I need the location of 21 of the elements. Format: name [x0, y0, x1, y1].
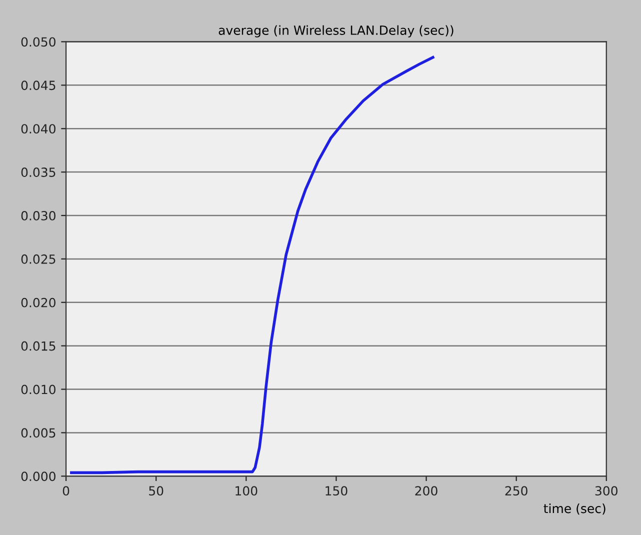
- y-tick-label: 0.005: [21, 428, 56, 438]
- x-tick-label: 100: [236, 486, 258, 496]
- y-tick-label: 0.030: [21, 210, 56, 220]
- y-tick-label: 0.035: [21, 168, 56, 177]
- x-tick-label: 250: [505, 486, 528, 496]
- x-tick-label: 300: [595, 486, 618, 496]
- y-tick-label: 0.050: [21, 37, 56, 47]
- y-tick-label: 0.010: [21, 384, 56, 394]
- x-tick-label: 150: [326, 486, 348, 496]
- y-tick-label: 0.015: [21, 341, 56, 351]
- x-tick-label: 200: [415, 486, 438, 496]
- x-axis-title: time (sec): [544, 504, 606, 515]
- x-tick-label: 50: [149, 486, 164, 496]
- y-tick-label: 0.025: [21, 254, 56, 264]
- x-tick-label: 0: [62, 486, 70, 496]
- y-tick-label: 0.000: [21, 472, 56, 482]
- y-tick-label: 0.040: [21, 124, 56, 134]
- line-series: [70, 56, 434, 474]
- y-tick-label: 0.020: [21, 298, 56, 308]
- chart-title: average (in Wireless LAN.Delay (sec)): [218, 25, 454, 38]
- y-tick-label: 0.045: [21, 80, 56, 90]
